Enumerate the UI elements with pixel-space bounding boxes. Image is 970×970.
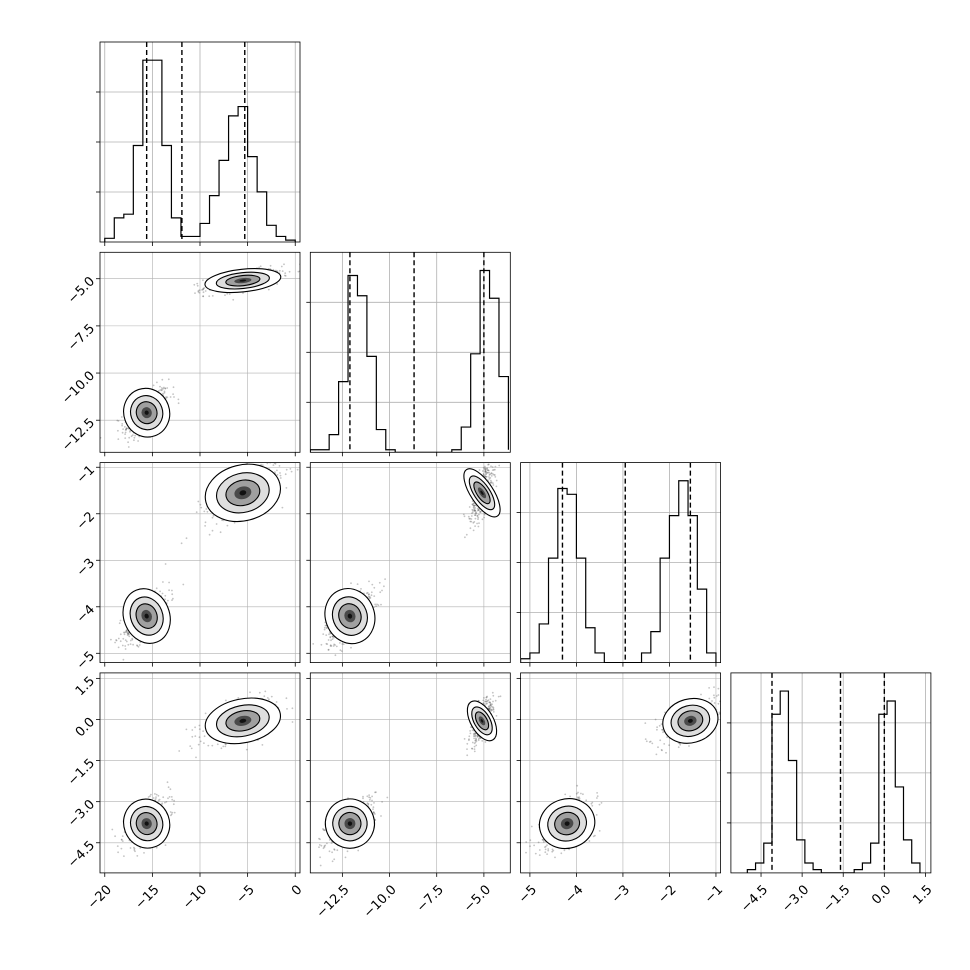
histogram-panel-0 xyxy=(96,41,301,246)
y-tick-label: 0.0 xyxy=(73,715,98,740)
scatter-frame xyxy=(309,672,511,874)
x-tick-label: −3 xyxy=(609,882,633,906)
scatter-panel-3-0 xyxy=(96,672,301,877)
scatter-frame xyxy=(309,462,511,664)
y-tick-label: −4 xyxy=(74,602,98,626)
density-contour xyxy=(144,821,149,826)
scatter-panel-1-0 xyxy=(96,251,301,457)
x-tick-label: −1 xyxy=(702,882,726,906)
histogram-panel-3 xyxy=(726,672,932,877)
y-tick-label: −3.0 xyxy=(65,797,98,830)
density-contour xyxy=(480,490,484,495)
density-contour xyxy=(239,279,247,282)
scatter-panel-3-1 xyxy=(306,672,511,877)
x-tick-label: −15 xyxy=(133,882,163,912)
density-contour xyxy=(144,613,149,619)
x-tick-label: −5 xyxy=(234,882,258,906)
y-tick-label: −7.5 xyxy=(65,321,98,354)
density-contour xyxy=(687,718,693,723)
y-tick-label: −4.5 xyxy=(65,838,98,871)
scatter-panel-3-2 xyxy=(516,672,721,877)
histogram-panel-1 xyxy=(306,251,511,457)
x-tick-label: −7.5 xyxy=(414,882,447,915)
y-tick-label: −5.0 xyxy=(65,274,98,307)
y-tick-label: −10.0 xyxy=(59,368,98,407)
x-tick-label: −10 xyxy=(180,882,210,912)
x-tick-label: −1.5 xyxy=(820,882,853,915)
y-tick-label: −2 xyxy=(74,509,98,533)
density-contour xyxy=(347,821,353,826)
y-tick-label: −3 xyxy=(74,556,98,580)
histogram-steps xyxy=(104,59,296,242)
y-tick-label: −1 xyxy=(74,463,98,487)
x-tick-label: −12.5 xyxy=(314,882,353,921)
y-tick-label: −1.5 xyxy=(65,756,98,789)
x-tick-label: −20 xyxy=(85,882,115,912)
x-tick-label: 0 xyxy=(289,882,305,898)
x-tick-label: 1.5 xyxy=(910,882,935,907)
histogram-steps xyxy=(310,269,510,453)
density-contour xyxy=(239,490,247,496)
y-tick-label: −12.5 xyxy=(59,416,98,455)
scatter-panel-2-0 xyxy=(96,462,301,667)
x-tick-label: −3.0 xyxy=(779,882,812,915)
x-tick-label: −4 xyxy=(562,882,586,906)
histogram-steps xyxy=(520,480,717,663)
scatter-panel-2-1 xyxy=(306,462,511,667)
density-contour xyxy=(564,821,570,826)
x-tick-label: −10.0 xyxy=(361,882,400,921)
y-tick-label: 1.5 xyxy=(73,674,98,699)
x-tick-label: 0.0 xyxy=(869,882,894,907)
scatter-frame xyxy=(520,672,721,874)
density-contour xyxy=(144,410,149,415)
histogram-panel-2 xyxy=(516,462,721,667)
density-contour xyxy=(239,718,247,723)
y-tick-label: −5 xyxy=(74,649,98,673)
x-tick-label: −5.0 xyxy=(461,882,494,915)
density-contour xyxy=(347,613,353,619)
x-tick-label: −2 xyxy=(655,882,679,906)
x-tick-label: −5 xyxy=(516,882,540,906)
density-contour xyxy=(480,719,484,723)
x-tick-label: −4.5 xyxy=(738,882,771,915)
histogram-steps xyxy=(746,690,921,873)
